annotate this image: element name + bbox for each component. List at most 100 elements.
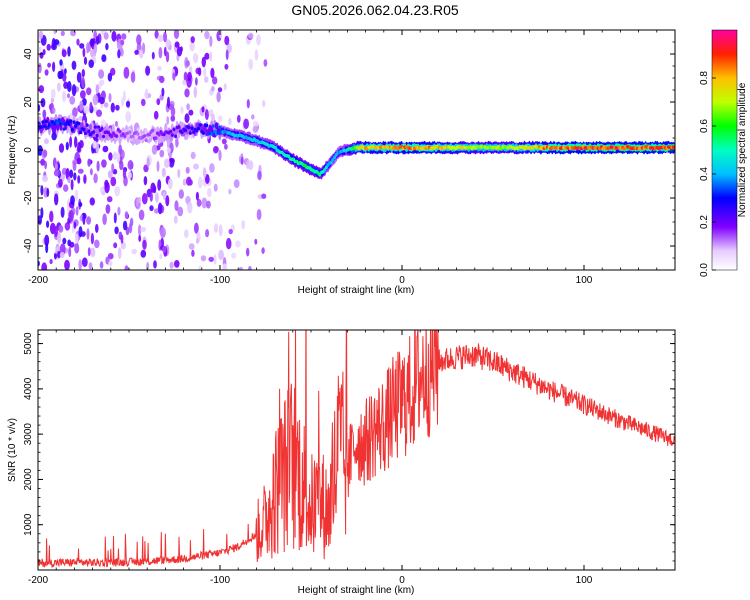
noise-blob (208, 256, 214, 262)
ridge-segment (157, 132, 161, 137)
ridge-segment (183, 128, 187, 133)
noise-blob (120, 47, 124, 57)
noise-blob (156, 98, 161, 106)
snr-frame (37, 329, 676, 571)
noise-blob (71, 60, 77, 70)
figure-title: GN05.2026.062.04.23.R05 (291, 2, 459, 18)
noise-blob (141, 193, 148, 205)
x-tick-label: 100 (576, 575, 593, 586)
noise-blob (190, 36, 195, 44)
ridge-segment (188, 131, 192, 135)
noise-blob (107, 72, 113, 82)
noise-blob (169, 261, 174, 269)
noise-blob (81, 257, 88, 268)
noise-blob (116, 152, 121, 163)
noise-blob (213, 254, 217, 265)
ridge-segment (77, 121, 81, 126)
noise-blob (161, 167, 166, 178)
noise-blob (186, 176, 192, 186)
noise-blob (237, 114, 241, 123)
noise-blob (45, 242, 49, 254)
spectrogram-y-label: Frequency (Hz) (7, 116, 18, 185)
ridge-segment (147, 132, 151, 137)
noise-blob (53, 39, 60, 46)
noise-blob (256, 34, 261, 46)
noise-blob (198, 265, 202, 270)
noise-blob (56, 245, 61, 252)
noise-blob (248, 160, 254, 171)
ridge-segment (69, 119, 73, 123)
noise-blob (204, 52, 210, 60)
colorbar-ticks: 0.0 0.2 0.4 0.6 0.8 (699, 71, 716, 277)
noise-blob (138, 209, 145, 221)
noise-blob (184, 229, 189, 239)
noise-blob (121, 97, 125, 107)
noise-blob (78, 259, 82, 270)
noise-blob (194, 222, 199, 234)
noise-blob (137, 196, 142, 204)
noise-blob (82, 213, 86, 226)
noise-blob (129, 217, 134, 227)
y-tick-label: 5000 (23, 332, 34, 355)
noise-blob (157, 34, 164, 42)
noise-blob (224, 35, 230, 46)
noise-blob (82, 98, 87, 106)
noise-blob (54, 225, 58, 238)
ridge-segment (83, 131, 88, 135)
ridge-segment (128, 130, 132, 134)
noise-blob (193, 163, 199, 170)
x-tick-label: 100 (576, 275, 593, 286)
noise-blob (42, 175, 48, 183)
noise-blob (138, 234, 142, 242)
noise-blob (217, 87, 223, 93)
noise-blob (87, 158, 91, 167)
noise-blob (161, 87, 165, 97)
noise-blob (76, 157, 82, 165)
noise-blob (87, 247, 91, 257)
noise-blob (197, 67, 202, 77)
snr-panel: -200 -100 0 100 1000 2000 3000 4000 5000 Height… (7, 329, 676, 596)
noise-blob (75, 233, 79, 244)
noise-blob (72, 160, 77, 172)
noise-blob (263, 59, 268, 67)
ridge-segment (61, 121, 65, 126)
noise-blob (173, 30, 180, 40)
ridge-segment (174, 134, 178, 139)
noise-blob (186, 103, 190, 111)
noise-blob (218, 224, 223, 237)
y-tick-label: 2000 (23, 468, 34, 491)
noise-blob (261, 247, 265, 255)
noise-blob (188, 243, 195, 250)
colorbar-tick-label: 0.8 (699, 71, 710, 85)
ridge-segment (46, 126, 50, 130)
noise-blob (203, 67, 207, 77)
colorbar: 0.0 0.2 0.4 0.6 0.8 Normalized spectral ampl… (699, 29, 748, 277)
noise-blob (212, 76, 218, 85)
y-tick-label: -20 (23, 190, 34, 205)
ridge-segment (43, 124, 47, 128)
ridge-segment (329, 160, 333, 165)
noise-blob (120, 39, 125, 46)
ridge-segment (123, 134, 127, 139)
noise-blob (145, 65, 151, 76)
ridge-segment (59, 123, 63, 131)
noise-blob (72, 107, 78, 118)
noise-blob (78, 202, 83, 207)
x-tick-label: -200 (28, 275, 48, 286)
ridge-segment (131, 134, 135, 139)
noise-blob (204, 109, 209, 121)
noise-blob (81, 76, 85, 89)
ridge-segment (98, 132, 102, 140)
noise-blob (207, 187, 212, 198)
noise-blob (159, 149, 165, 158)
ridge-segment (169, 129, 173, 134)
noise-blob (99, 261, 104, 269)
noise-blob (62, 184, 69, 192)
noise-blob (254, 49, 259, 61)
noise-blob (153, 110, 159, 120)
ridge-segment (162, 132, 166, 137)
noise-blob (76, 38, 80, 46)
noise-blob (54, 162, 59, 171)
noise-blob (92, 94, 99, 106)
noise-blob (60, 206, 65, 218)
